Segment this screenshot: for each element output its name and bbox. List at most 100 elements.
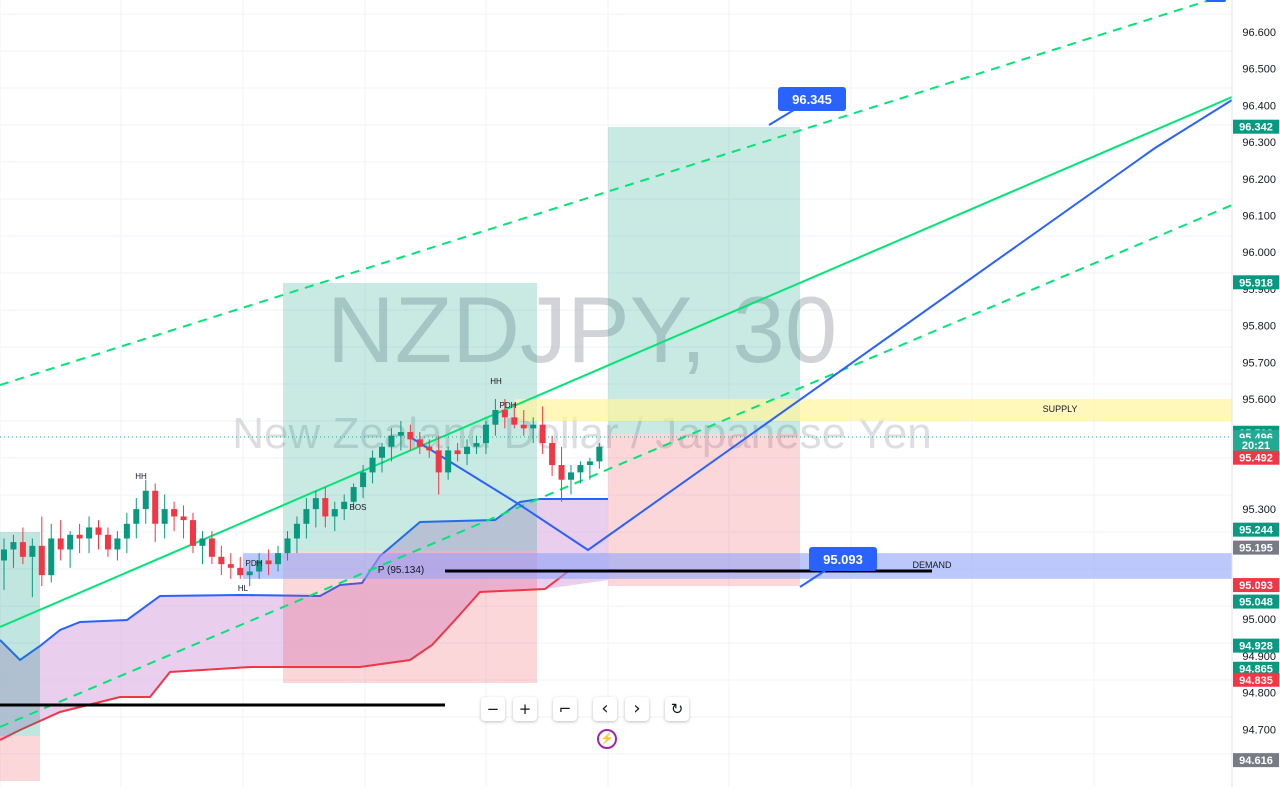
candle-body [520,424,527,429]
candle-body [142,490,149,510]
stop-callout-box [809,547,877,571]
lightning-icon[interactable]: ⚡ [597,729,617,749]
price-tag-bg [1233,672,1279,687]
price-tag-bg [1233,661,1279,676]
candle-body [530,424,537,429]
price-tag-label: 95.048 [1239,597,1273,609]
candle-body [596,446,603,462]
price-axis-tick: 94.700 [1242,724,1276,736]
annotation-label: BOS [350,503,367,512]
annotation-label: HH [490,377,502,386]
candle-body [19,542,26,557]
candle-body [379,446,385,458]
price-axis-tick: 96.300 [1242,137,1276,149]
price-tag-label: 94.865 [1239,664,1273,676]
candle-body [454,450,461,455]
price-tag-label: 96.342 [1239,122,1273,134]
candle-body [341,501,348,510]
price-axis-tick: 94.900 [1242,651,1276,663]
supply-zone-label: SUPPLY [1043,404,1078,414]
annotation-label: HH [135,472,147,481]
cloud-lower-line [0,569,571,741]
price-tag-bg [1233,753,1279,768]
candle-body [350,487,357,502]
candle-body [426,446,433,451]
price-axis-tick: 95.300 [1242,504,1276,516]
candle-body [445,450,452,473]
candle-body [218,556,225,565]
candle-body [586,461,593,466]
candle-body [38,545,45,576]
price-tag-label: 95.918 [1239,277,1273,289]
candle-body [293,523,300,539]
scroll-left-button[interactable]: ‹ [593,697,617,721]
price-axis-tick: 96.000 [1242,247,1276,259]
candle-body [208,538,215,557]
price-tag-bg [1233,638,1279,653]
price-tag-label: 95.195 [1239,543,1273,555]
position-profit-zone [0,532,40,736]
candle-body [1,549,7,561]
candle-body [114,538,121,550]
candle-body [10,542,17,550]
candle-body [48,538,55,576]
price-axis-tick: 96.100 [1242,211,1276,223]
channel-upper-line [0,0,1211,386]
price-tag-label: 20:21 [1242,440,1270,452]
zoom-out-button[interactable]: − [481,697,505,721]
price-tag-bg [1233,275,1279,290]
candle-body [86,527,93,539]
candle-body [123,523,130,539]
annotation-label: PDH [500,401,517,410]
candle-body [549,443,556,466]
demand-zone [243,553,1232,579]
candle-body [369,457,376,473]
demand-zone-label: DEMAND [912,560,952,570]
price-tag-bg [1233,119,1279,134]
price-axis-tick: 95.000 [1242,614,1276,626]
candle-body [416,439,423,447]
candle-body [539,424,546,444]
price-tag-bg [1233,578,1279,593]
price-axis-tick: 95.700 [1242,357,1276,369]
price-tag-label: 95.244 [1239,525,1274,537]
reset-chart-button[interactable]: ↻ [665,697,689,721]
candle-body [303,509,310,524]
candle-body [152,490,159,524]
candle-body [568,472,574,480]
price-tag-label: 94.835 [1239,675,1273,687]
annotation-label: PDH [246,559,263,568]
candle-body [511,417,518,425]
candle-body [76,534,83,539]
target-callout-box [778,87,846,111]
candle-body [577,465,584,473]
zoom-in-button[interactable]: + [513,697,537,721]
price-tag-label: 94.928 [1239,641,1273,653]
candle-body [29,545,36,557]
price-marker [1206,0,1226,2]
candle-body [265,560,272,565]
projection-path [409,99,1233,552]
candle-body [331,509,338,517]
price-tag-label: 95.093 [1239,580,1273,592]
candle-body [67,534,74,550]
watermark-symbol: NZDJPY, 30 [327,277,837,382]
price-axis-tick: 96.400 [1242,100,1276,112]
stop-callout-label: 95.093 [823,552,863,567]
candle-body [397,432,404,436]
candle-body [464,446,471,455]
position-loss-zone [0,736,40,781]
candle-body [473,443,480,447]
candle-body [435,450,442,473]
candle-body [322,498,329,517]
price-tag-bg [1233,438,1279,453]
scroll-right-button[interactable]: › [625,697,649,721]
position-profit-zone [283,283,537,551]
candle-body [161,509,168,524]
candle-body [558,465,565,480]
candle-body [492,410,499,425]
reset-scale-button[interactable]: ⌐ [553,697,577,721]
price-axis-tick: 94.800 [1242,688,1276,700]
